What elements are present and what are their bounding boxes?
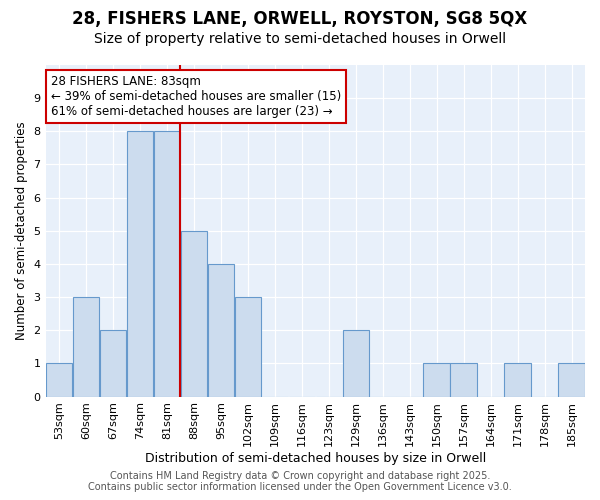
Text: 28 FISHERS LANE: 83sqm
← 39% of semi-detached houses are smaller (15)
61% of sem: 28 FISHERS LANE: 83sqm ← 39% of semi-det…: [51, 75, 341, 118]
X-axis label: Distribution of semi-detached houses by size in Orwell: Distribution of semi-detached houses by …: [145, 452, 486, 465]
Bar: [181, 231, 207, 396]
Text: 28, FISHERS LANE, ORWELL, ROYSTON, SG8 5QX: 28, FISHERS LANE, ORWELL, ROYSTON, SG8 5…: [73, 10, 527, 28]
Bar: [73, 297, 99, 396]
Bar: [451, 364, 477, 396]
Bar: [424, 364, 450, 396]
Y-axis label: Number of semi-detached properties: Number of semi-detached properties: [15, 122, 28, 340]
Bar: [235, 297, 261, 396]
Bar: [100, 330, 126, 396]
Bar: [127, 132, 153, 396]
Bar: [505, 364, 531, 396]
Bar: [343, 330, 369, 396]
Bar: [208, 264, 234, 396]
Text: Contains HM Land Registry data © Crown copyright and database right 2025.
Contai: Contains HM Land Registry data © Crown c…: [88, 471, 512, 492]
Bar: [154, 132, 180, 396]
Bar: [46, 364, 72, 396]
Bar: [558, 364, 585, 396]
Text: Size of property relative to semi-detached houses in Orwell: Size of property relative to semi-detach…: [94, 32, 506, 46]
